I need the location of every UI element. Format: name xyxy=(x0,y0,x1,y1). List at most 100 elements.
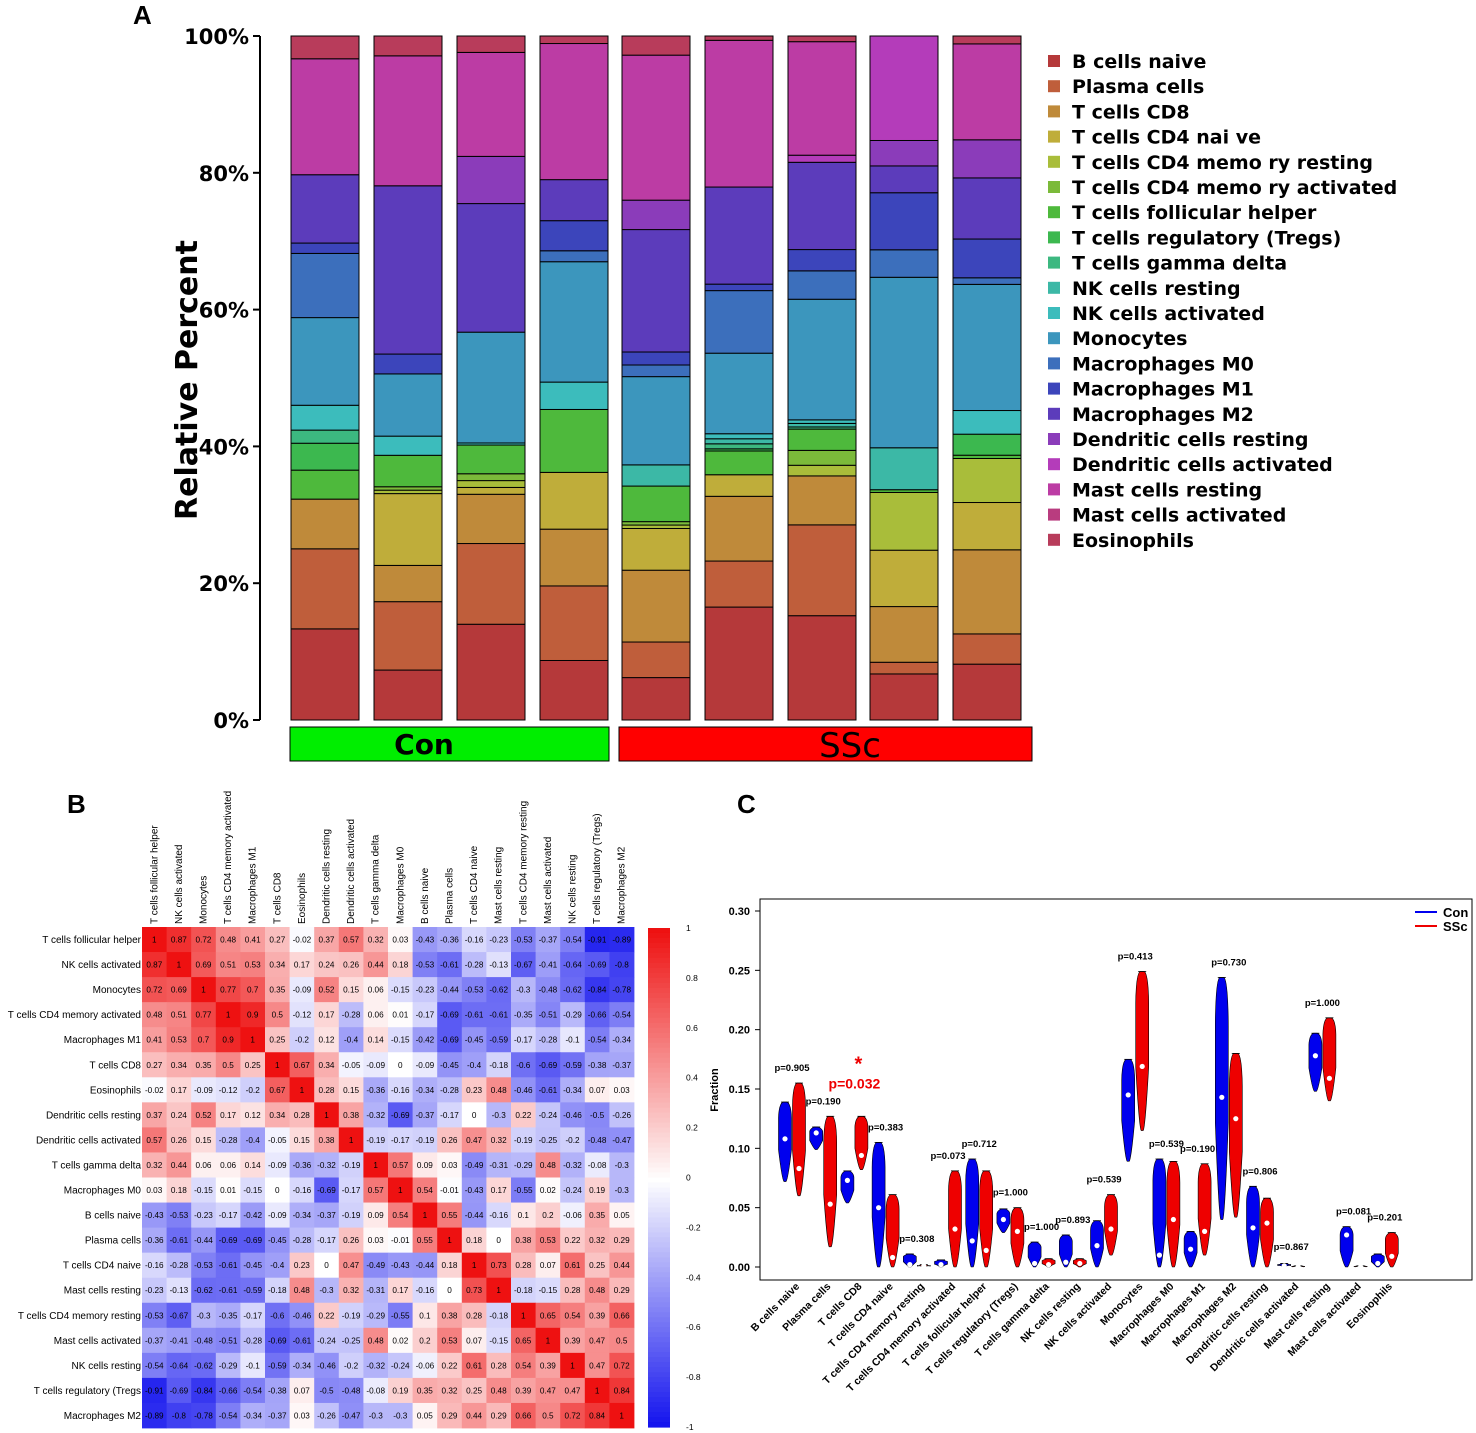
panel-a-bar-segment xyxy=(869,276,939,449)
panel-b-row-label: T cells follicular helper xyxy=(42,935,141,946)
panel-b-cell-value: -0.28 xyxy=(465,961,484,970)
panel-b-cell-value: 0.26 xyxy=(343,961,359,970)
panel-a-bar-segment xyxy=(456,480,526,488)
panel-b-heatmap-cell xyxy=(166,1327,192,1354)
panel-b-heatmap-cell xyxy=(265,1202,290,1228)
panel-b-cell-value: 0.5 xyxy=(222,1061,234,1070)
panel-b-heatmap-cell xyxy=(314,1077,340,1103)
panel-b-cell-value: 0.25 xyxy=(245,1061,261,1070)
panel-b-cell-value: 0.87 xyxy=(171,936,187,945)
panel-b-cell-value: 0.37 xyxy=(319,936,335,945)
panel-b-colorbar-step xyxy=(648,1007,670,1014)
panel-b-heatmap-cell xyxy=(166,1127,192,1153)
panel-b-heatmap-cell xyxy=(265,1152,290,1178)
panel-c-violin xyxy=(1135,971,1149,1131)
panel-b-heatmap-cell xyxy=(363,1277,389,1304)
panel-a-y-tick-label: 80% xyxy=(199,162,249,186)
panel-a-bar-segment xyxy=(456,543,526,625)
panel-b-cell-value: 1 xyxy=(226,1011,231,1020)
panel-b-heatmap-cell xyxy=(609,1327,635,1354)
panel-b-cell-value: 0.41 xyxy=(146,1036,162,1045)
panel-b-heatmap-cell xyxy=(289,1002,315,1028)
panel-b-cell-value: -0.13 xyxy=(170,1286,189,1295)
panel-b-heatmap-cell xyxy=(289,1177,315,1203)
panel-b-colorbar-step xyxy=(648,1112,670,1119)
panel-b-heatmap-cell xyxy=(215,1102,241,1128)
panel-b-heatmap-cell xyxy=(388,1102,413,1128)
panel-c-legend-ssc-label: SSc xyxy=(1443,919,1468,934)
panel-b-heatmap-cell xyxy=(166,952,192,978)
panel-b-heatmap-cell xyxy=(166,1002,192,1028)
panel-b-cell-value: 0.03 xyxy=(442,1161,458,1170)
panel-a-bar-segment xyxy=(952,238,1022,279)
panel-b-cell-value: -0.29 xyxy=(563,1011,582,1020)
panel-c-p-value: p=0.867 xyxy=(1274,1242,1309,1253)
panel-b-cell-value: -0.59 xyxy=(268,1361,287,1370)
panel-c-violin-median xyxy=(1358,1264,1364,1270)
panel-a-bar-segment xyxy=(869,491,939,551)
panel-b-cell-value: 0.37 xyxy=(146,1111,162,1120)
panel-b-heatmap-cell xyxy=(535,1077,561,1103)
panel-a-bar-segment xyxy=(290,548,360,630)
panel-a-legend-label: T cells CD4 memo ry activated xyxy=(1072,177,1397,199)
panel-b-row-label: T cells CD4 memory resting xyxy=(18,1311,141,1322)
panel-b-cell-value: 1 xyxy=(619,1411,624,1420)
panel-b-heatmap-cell xyxy=(289,1377,315,1404)
panel-c-violin xyxy=(809,1126,823,1150)
panel-b-heatmap-cell xyxy=(584,1402,610,1429)
panel-b-cell-value: 0.55 xyxy=(417,1236,433,1245)
panel-b-colorbar-step xyxy=(648,1317,670,1323)
panel-b-heatmap-cell xyxy=(215,1052,241,1078)
panel-a-legend-swatch xyxy=(1048,80,1060,93)
panel-b-heatmap-cell xyxy=(437,1277,463,1304)
panel-b-colorbar-step xyxy=(648,1252,670,1258)
panel-b-cell-value: -0.23 xyxy=(194,1211,213,1220)
panel-c-p-value: p=0.905 xyxy=(774,1063,810,1074)
panel-b-cell-value: 0.73 xyxy=(491,1261,507,1270)
panel-b-cell-value: -0.6 xyxy=(270,1311,285,1320)
panel-b-cell-value: 0.05 xyxy=(417,1411,433,1420)
panel-b-cell-value: 0.54 xyxy=(417,1186,433,1195)
panel-b-cell-value: -0.29 xyxy=(514,1161,533,1170)
panel-b-heatmap-cell xyxy=(363,1127,389,1153)
panel-a-bar-segment xyxy=(704,35,774,41)
panel-b-heatmap-cell xyxy=(412,1102,438,1128)
panel-b-cell-value: -0.2 xyxy=(295,1036,310,1045)
panel-b-heatmap-cell xyxy=(289,1152,315,1178)
panel-b-heatmap-cell xyxy=(486,1152,512,1178)
panel-b-heatmap-cell xyxy=(412,927,438,953)
panel-b-colorbar-step xyxy=(648,1287,670,1293)
panel-b-heatmap-cell xyxy=(560,977,586,1003)
panel-b-column-label: NK cells activated xyxy=(174,845,185,924)
panel-b-cell-value: 1 xyxy=(521,1311,526,1320)
panel-c-violin xyxy=(792,1082,806,1197)
panel-b-cell-value: -0.36 xyxy=(145,1236,164,1245)
panel-b-cell-value: -0.46 xyxy=(293,1311,312,1320)
panel-b-cell-value: -0.26 xyxy=(612,1111,631,1120)
panel-c-p-value: p=0.308 xyxy=(899,1234,934,1245)
panel-b-heatmap-cell xyxy=(388,1302,413,1329)
panel-b-cell-value: 0.28 xyxy=(491,1361,507,1370)
panel-b-heatmap-cell xyxy=(215,952,241,978)
panel-b-cell-value: -0.19 xyxy=(514,1136,533,1145)
panel-b-heatmap-cell xyxy=(609,1202,635,1228)
panel-b-heatmap-cell xyxy=(265,1002,290,1028)
panel-b-heatmap-cell xyxy=(511,1227,536,1254)
panel-b-heatmap-cell xyxy=(289,1302,315,1329)
panel-b-cell-value: -0.36 xyxy=(366,1086,385,1095)
panel-b-heatmap-cell xyxy=(511,1302,536,1329)
panel-b-heatmap-cell xyxy=(584,1227,610,1254)
panel-c-violin-median xyxy=(1389,1253,1395,1259)
panel-a-bar-segment xyxy=(539,408,609,473)
panel-b-colorbar-step xyxy=(648,1002,670,1009)
panel-a-legend-swatch xyxy=(1048,281,1060,294)
panel-b-cell-value: -0.24 xyxy=(563,1186,582,1195)
panel-b-cell-value: -0.23 xyxy=(489,936,508,945)
panel-b-heatmap-cell xyxy=(142,1077,167,1103)
panel-b-cell-value: -0.29 xyxy=(366,1311,385,1320)
panel-b-heatmap-cell xyxy=(461,1327,487,1354)
panel-b-cell-value: 0.57 xyxy=(146,1136,162,1145)
panel-a-bar-segment xyxy=(373,373,443,437)
panel-b-cell-value: -0.19 xyxy=(416,1136,435,1145)
panel-b-cell-value: 0.07 xyxy=(540,1261,556,1270)
